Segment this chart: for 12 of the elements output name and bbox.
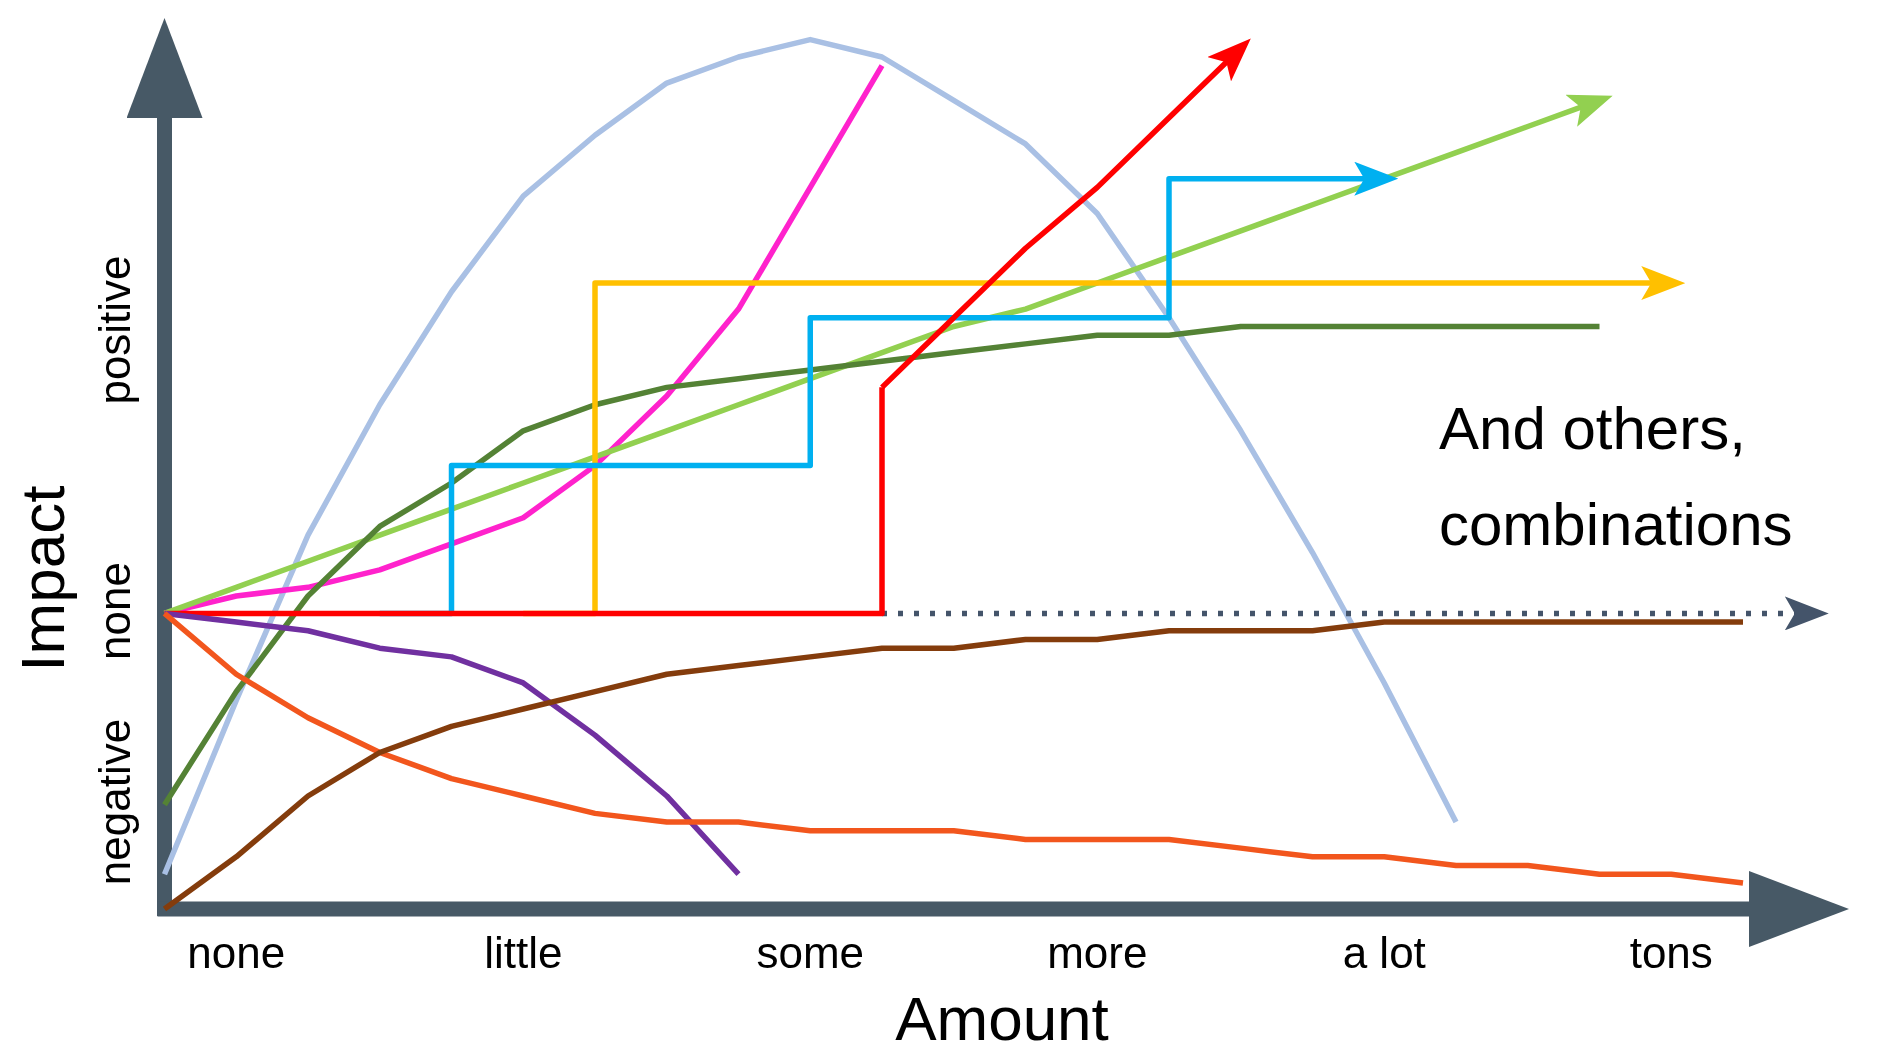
x-tick-label: more <box>1047 927 1148 977</box>
annotation: positive <box>89 255 139 405</box>
annotation: negative <box>89 718 139 886</box>
x-tick-label: none <box>187 927 286 977</box>
x-tick-label: tons <box>1629 927 1713 977</box>
x-tick-label: some <box>756 927 865 977</box>
x-tick-label: a lot <box>1342 927 1426 977</box>
x-axis-title: Amount <box>895 983 1109 1050</box>
annotation: And others, combinations <box>1439 395 1793 558</box>
x-tick-label: little <box>484 927 563 977</box>
annotation: none <box>89 562 139 660</box>
y-axis-title: Impact <box>7 485 77 672</box>
